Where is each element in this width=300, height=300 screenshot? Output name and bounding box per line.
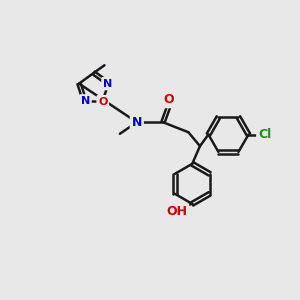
Text: Cl: Cl	[258, 128, 271, 141]
Text: N: N	[103, 79, 112, 88]
Text: N: N	[81, 96, 90, 106]
Text: O: O	[164, 93, 175, 106]
Text: OH: OH	[166, 205, 187, 218]
Text: N: N	[132, 116, 142, 129]
Text: O: O	[98, 97, 107, 106]
